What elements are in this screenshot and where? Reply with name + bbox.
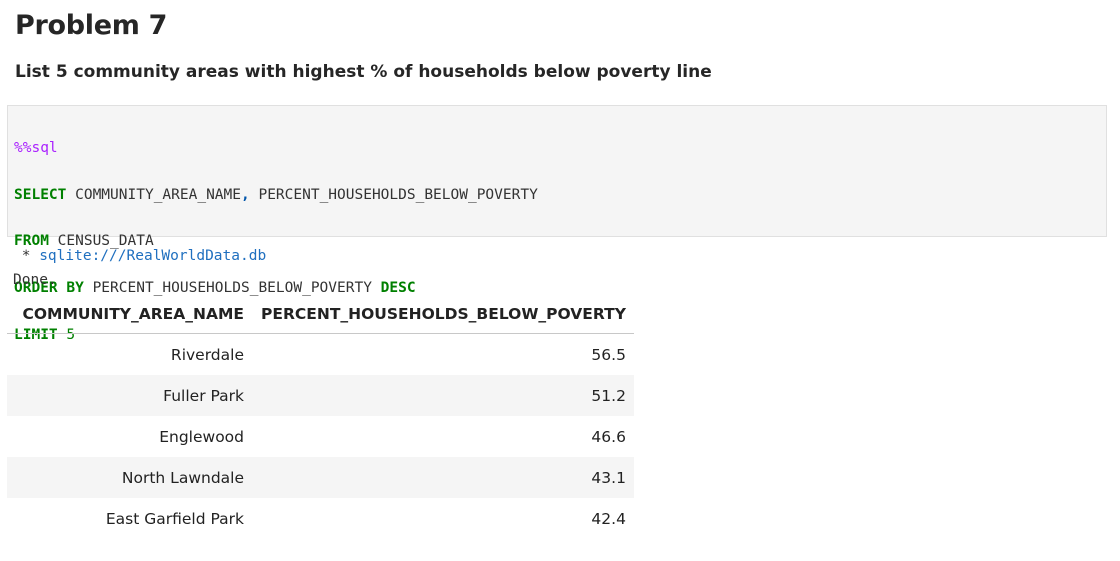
code-line-magic: %%sql [14,137,1106,160]
cell-subheading: List 5 community areas with highest % of… [15,62,712,82]
percent-cell: 56.5 [591,345,626,364]
percent-cell: 42.4 [591,509,626,528]
percent-cell: 43.1 [252,457,634,498]
limit-number: 5 [57,326,76,343]
code-cell[interactable]: %%sql SELECT COMMUNITY_AREA_NAME, PERCEN… [7,105,1107,343]
community-area-cell: East Garfield Park [105,509,244,528]
code-line-select: SELECT COMMUNITY_AREA_NAME, PERCENT_HOUS… [14,184,1106,207]
table-row: Riverdale 56.5 [7,334,634,376]
keyword-order-by: ORDER BY [14,280,84,297]
community-area-cell: Fuller Park [7,375,252,416]
output-line-connection: * sqlite:///RealWorldData.db [13,248,266,264]
table-row: East Garfield Park 42.4 [7,498,634,539]
result-table: COMMUNITY_AREA_NAME PERCENT_HOUSEHOLDS_B… [7,295,634,539]
order-column: PERCENT_HOUSEHOLDS_BELOW_POVERTY [83,280,381,297]
select-column-1: COMMUNITY_AREA_NAME [66,186,241,203]
table-row: North Lawndale 43.1 [7,457,634,498]
table-row: Fuller Park 51.2 [7,375,634,416]
code-line-from: FROM CENSUS_DATA [14,230,1106,253]
connection-string: sqlite:///RealWorldData.db [39,248,267,264]
output-bullet: * [13,248,40,264]
output-status: Done. [13,272,57,288]
keyword-desc: DESC [380,280,416,297]
community-area-cell: North Lawndale [7,457,252,498]
community-area-cell: Riverdale [170,345,244,364]
from-table: CENSUS_DATA [48,233,154,250]
community-area-cell: Englewood [159,427,244,446]
table-row: Englewood 46.6 [7,416,634,457]
column-header-community-area-name: COMMUNITY_AREA_NAME [7,295,252,334]
table-header-row: COMMUNITY_AREA_NAME PERCENT_HOUSEHOLDS_B… [7,295,634,334]
cell-output: * sqlite:///RealWorldData.db Done. [13,244,266,292]
keyword-from: FROM [14,233,49,250]
code-line-order-by: ORDER BY PERCENT_HOUSEHOLDS_BELOW_POVERT… [14,277,1106,300]
keyword-select: SELECT [14,186,67,203]
column-header-percent-households: PERCENT_HOUSEHOLDS_BELOW_POVERTY [252,295,634,334]
select-column-2: PERCENT_HOUSEHOLDS_BELOW_POVERTY [249,186,538,203]
percent-cell: 51.2 [252,375,634,416]
comma-operator: , [241,186,250,203]
cell-heading: Problem 7 [15,10,168,41]
percent-cell: 46.6 [591,427,626,446]
sql-magic: %%sql [14,140,58,157]
